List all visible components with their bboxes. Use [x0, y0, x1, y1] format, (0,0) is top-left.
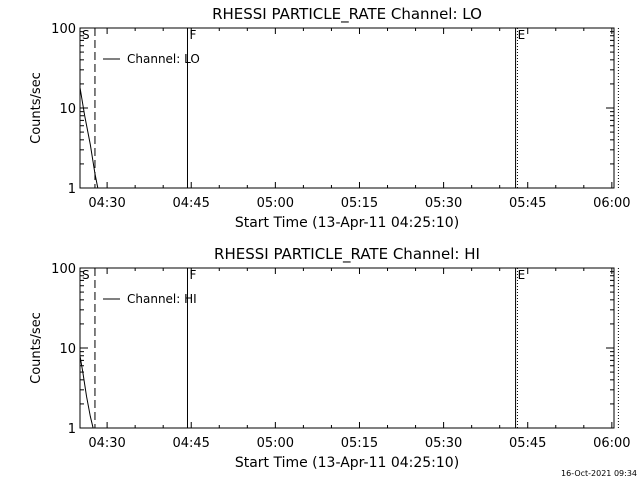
marker-label: S	[82, 28, 90, 42]
axis-ticks: 04:30 04:45 05:00 05:15 05:30 05:45 06:00 1 10 10…	[51, 22, 630, 211]
chart-title: RHESSI PARTICLE_RATE Channel: HI	[214, 245, 480, 264]
footer-timestamp: 16-Oct-2021 09:34	[561, 469, 637, 478]
x-tick-label: 06:00	[593, 196, 630, 211]
x-tick-label: 04:45	[172, 196, 209, 211]
y-tick-label: 1	[68, 422, 76, 437]
x-tick-label: 06:00	[593, 436, 630, 451]
legend: Channel: HI	[103, 292, 197, 306]
x-tick-label: 05:30	[425, 436, 462, 451]
chart-panel-hi: RHESSI PARTICLE_RATE Channel: HI Counts/…	[29, 245, 631, 471]
legend: Channel: LO	[103, 52, 200, 66]
series-lines	[79, 355, 94, 429]
axis-ticks: 04:30 04:45 05:00 05:15 05:30 05:45 06:00 1 10 10…	[51, 262, 630, 451]
x-tick-label: 05:30	[425, 196, 462, 211]
x-tick-label: 05:00	[257, 436, 294, 451]
x-tick-label: 04:30	[88, 436, 125, 451]
marker-label: F	[189, 268, 196, 282]
legend-label: Channel: HI	[127, 292, 197, 306]
x-axis-label: Start Time (13-Apr-11 04:25:10)	[235, 455, 459, 471]
x-axis-label: Start Time (13-Apr-11 04:25:10)	[235, 215, 459, 231]
x-tick-label: 05:45	[509, 196, 546, 211]
x-tick-label: 04:30	[88, 196, 125, 211]
series-lines	[79, 87, 99, 189]
y-tick-label: 100	[51, 22, 76, 37]
marker-label: E	[518, 268, 526, 282]
x-tick-label: 05:15	[341, 436, 378, 451]
series-line	[79, 355, 94, 429]
x-tick-label: 05:15	[341, 196, 378, 211]
series-line	[79, 87, 99, 189]
chart-panel-lo: RHESSI PARTICLE_RATE Channel: LO Counts/…	[29, 5, 631, 231]
y-axis-label: Counts/sec	[29, 312, 44, 384]
y-tick-label: 10	[59, 102, 76, 117]
marker-label: F	[189, 28, 196, 42]
marker-label: S	[82, 268, 90, 282]
marker-label: E	[518, 28, 526, 42]
y-axis-label: Counts/sec	[29, 72, 44, 144]
x-tick-label: 04:45	[172, 436, 209, 451]
legend-label: Channel: LO	[127, 52, 200, 66]
x-tick-label: 05:45	[509, 436, 546, 451]
y-tick-label: 1	[68, 182, 76, 197]
chart-title: RHESSI PARTICLE_RATE Channel: LO	[212, 5, 482, 24]
y-tick-label: 100	[51, 262, 76, 277]
x-tick-label: 05:00	[257, 196, 294, 211]
y-tick-label: 10	[59, 342, 76, 357]
